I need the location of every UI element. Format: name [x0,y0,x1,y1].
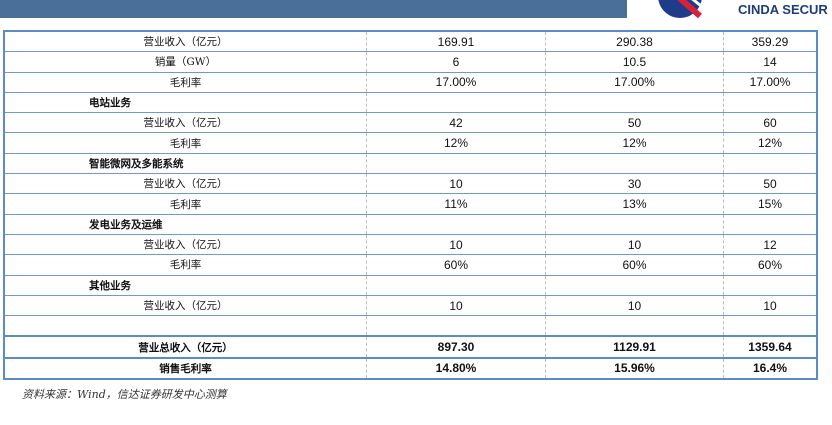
table-row: 营业收入（亿元） 169.91 290.38 359.29 [4,30,817,52]
cell-value [723,152,817,174]
cell-value: 12% [723,132,817,154]
cell-value [366,315,546,337]
cell-value: 10 [723,294,817,316]
row-label: 营业收入（亿元） [4,30,367,52]
cell-value: 6 [366,51,546,73]
row-label: 毛利率 [4,71,367,93]
cell-value: 17.00% [545,71,724,93]
cell-value: 15.96% [545,356,724,380]
cell-value: 897.30 [366,335,546,358]
table-row: 销量（GW） 6 10.5 14 [4,51,817,73]
cell-value: 12 [723,233,817,255]
table-row: 营业收入（亿元） 10 10 12 [4,233,817,255]
cell-value: 10 [545,294,724,316]
row-label: 营业收入（亿元） [4,173,367,194]
cell-value: 14 [723,51,817,73]
row-label: 营业收入（亿元） [4,294,367,316]
cell-value: 50 [545,112,724,133]
cell-value [545,91,724,113]
cell-value: 12% [545,132,724,154]
cell-value: 11% [366,193,546,215]
cell-value: 13% [545,193,724,215]
row-label: 营业收入（亿元） [4,112,367,133]
cell-value: 169.91 [366,30,546,52]
row-label: 销量（GW） [4,51,367,73]
row-label: 智能微网及多能系统 [4,152,367,174]
cell-value: 290.38 [545,30,724,52]
forecast-table: 营业收入（亿元） 169.91 290.38 359.29 销量（GW） 6 10.5 14 毛… [3,30,818,381]
cell-value: 10 [366,233,546,255]
row-label: 毛利率 [4,254,367,276]
table-row [4,315,817,337]
cell-value: 42 [366,112,546,133]
table-row: 营业收入（亿元） 10 10 10 [4,294,817,316]
cell-value [723,315,817,337]
table-row: 电站业务 [4,91,817,113]
cell-value: 50 [723,173,817,194]
row-label: 发电业务及运维 [4,213,367,235]
cell-value [545,315,724,337]
table-row: 毛利率 11% 13% 15% [4,193,817,215]
cell-value [545,152,724,174]
table-row: 发电业务及运维 [4,213,817,235]
cell-value: 16.4% [723,356,817,380]
cell-value: 10 [545,233,724,255]
brand-name: CINDA SECUR [738,2,828,17]
cell-value [366,274,546,296]
row-label [4,315,367,337]
cell-value [723,91,817,113]
cell-value: 60% [723,254,817,276]
cell-value: 10.5 [545,51,724,73]
cell-value: 10 [366,173,546,194]
cell-value: 15% [723,193,817,215]
cell-value [545,213,724,235]
row-label: 其他业务 [4,274,367,296]
cell-value: 60% [545,254,724,276]
table-row: 毛利率 17.00% 17.00% 17.00% [4,71,817,93]
cell-value: 60 [723,112,817,133]
cell-value: 10 [366,294,546,316]
cell-value [545,274,724,296]
cell-value: 60% [366,254,546,276]
row-label: 毛利率 [4,193,367,215]
table-row: 毛利率 12% 12% 12% [4,132,817,154]
table-row: 销售毛利率 14.80% 15.96% 16.4% [4,356,817,380]
cell-value [366,152,546,174]
cell-value: 1129.91 [545,335,724,358]
table-row: 其他业务 [4,274,817,296]
cinda-logo-icon [658,0,707,19]
row-label: 电站业务 [4,91,367,113]
cell-value: 17.00% [366,71,546,93]
header-bar [0,0,627,18]
cell-value: 12% [366,132,546,154]
cell-value [366,213,546,235]
row-label: 毛利率 [4,132,367,154]
table-row: 营业收入（亿元） 10 30 50 [4,173,817,194]
row-label: 营业收入（亿元） [4,233,367,255]
table-row: 营业总收入（亿元） 897.30 1129.91 1359.64 [4,335,817,358]
cell-value: 1359.64 [723,335,817,358]
table-row: 营业收入（亿元） 42 50 60 [4,112,817,133]
table-row: 智能微网及多能系统 [4,152,817,174]
cell-value: 17.00% [723,71,817,93]
source-note: 资料来源：Wind，信达证券研发中心测算 [22,388,227,401]
cell-value: 30 [545,173,724,194]
cell-value: 14.80% [366,356,546,380]
cell-value [723,213,817,235]
row-label: 销售毛利率 [4,356,367,380]
table-row: 毛利率 60% 60% 60% [4,254,817,276]
cell-value [366,91,546,113]
row-label: 营业总收入（亿元） [4,335,367,358]
cell-value: 359.29 [723,30,817,52]
cell-value [723,274,817,296]
